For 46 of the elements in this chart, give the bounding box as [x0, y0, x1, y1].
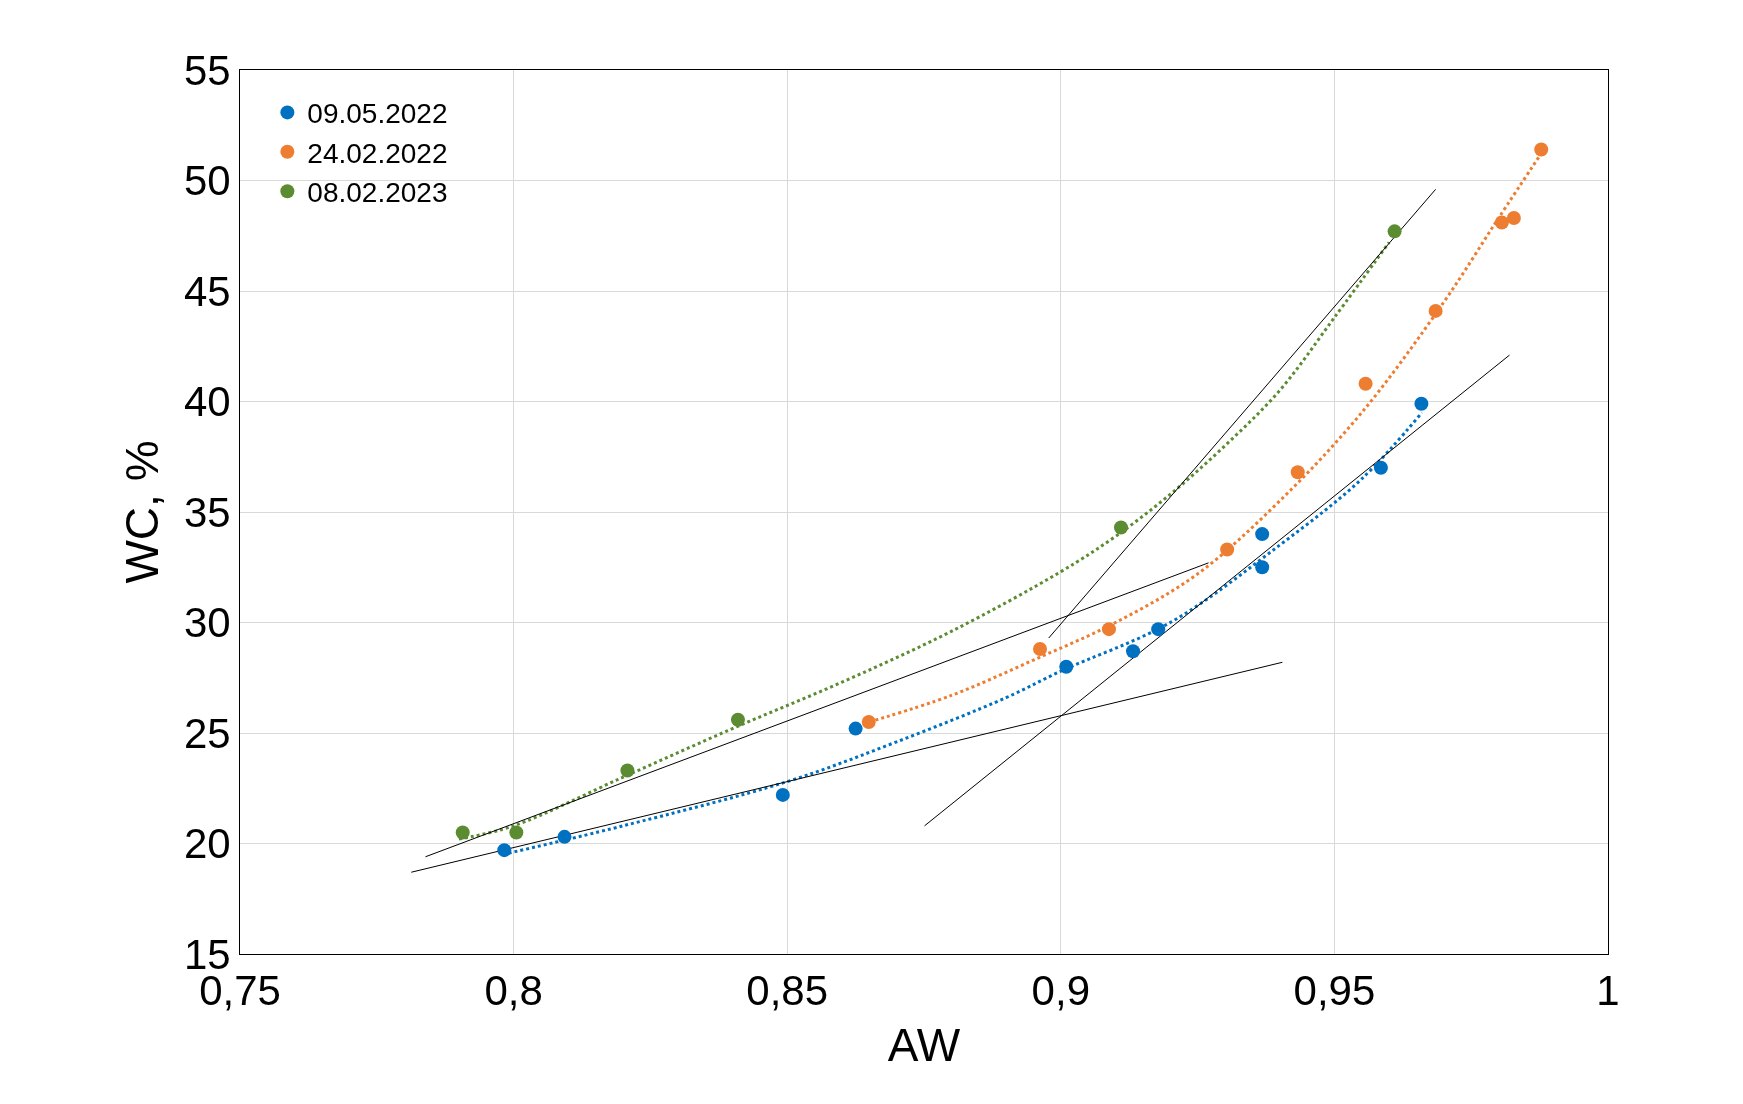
y-tick-label: 30 — [183, 599, 231, 647]
y-tick-label: 25 — [183, 709, 231, 757]
y-tick-label: 35 — [183, 488, 231, 536]
point — [497, 843, 512, 858]
point — [1255, 527, 1270, 542]
y-tick-label: 55 — [183, 46, 231, 94]
point — [1506, 211, 1521, 226]
point — [1033, 642, 1048, 657]
y-tick-label: 45 — [183, 267, 231, 315]
y-tick-label: 50 — [183, 157, 231, 205]
legend-label: 24.02.2022 — [307, 137, 448, 169]
point — [1290, 465, 1305, 480]
y-tick-label: 20 — [183, 820, 231, 868]
point — [1059, 659, 1074, 674]
legend-label: 09.05.2022 — [307, 98, 448, 130]
point — [861, 714, 876, 729]
point — [1373, 460, 1388, 475]
point — [1387, 224, 1402, 239]
x-tick-label: 0,9 — [1031, 967, 1090, 1015]
line-series — [457, 240, 1391, 841]
point — [775, 787, 790, 802]
x-tick-label: 1 — [1596, 967, 1620, 1015]
point — [848, 721, 863, 736]
point — [1126, 644, 1141, 659]
point — [1534, 142, 1549, 157]
point — [1358, 376, 1373, 391]
point — [1151, 622, 1166, 637]
point — [1220, 542, 1235, 557]
point — [1414, 396, 1429, 411]
point — [1114, 520, 1128, 535]
point — [1101, 622, 1116, 637]
x-tick-label: 0,95 — [1293, 967, 1376, 1015]
point — [557, 829, 572, 844]
point — [730, 712, 745, 727]
point — [1428, 303, 1443, 318]
point — [509, 825, 524, 840]
point — [1255, 560, 1270, 575]
legend-label: 08.02.2023 — [307, 177, 448, 209]
x-tick-label: 0,85 — [746, 967, 829, 1015]
point — [620, 763, 635, 778]
y-tick-label: 40 — [183, 378, 231, 426]
point — [455, 825, 470, 840]
y-axis-title: WC, % — [116, 440, 169, 584]
point — [1494, 215, 1509, 230]
x-tick-label: 0,8 — [484, 967, 543, 1015]
x-axis-title: AW — [887, 1019, 961, 1072]
